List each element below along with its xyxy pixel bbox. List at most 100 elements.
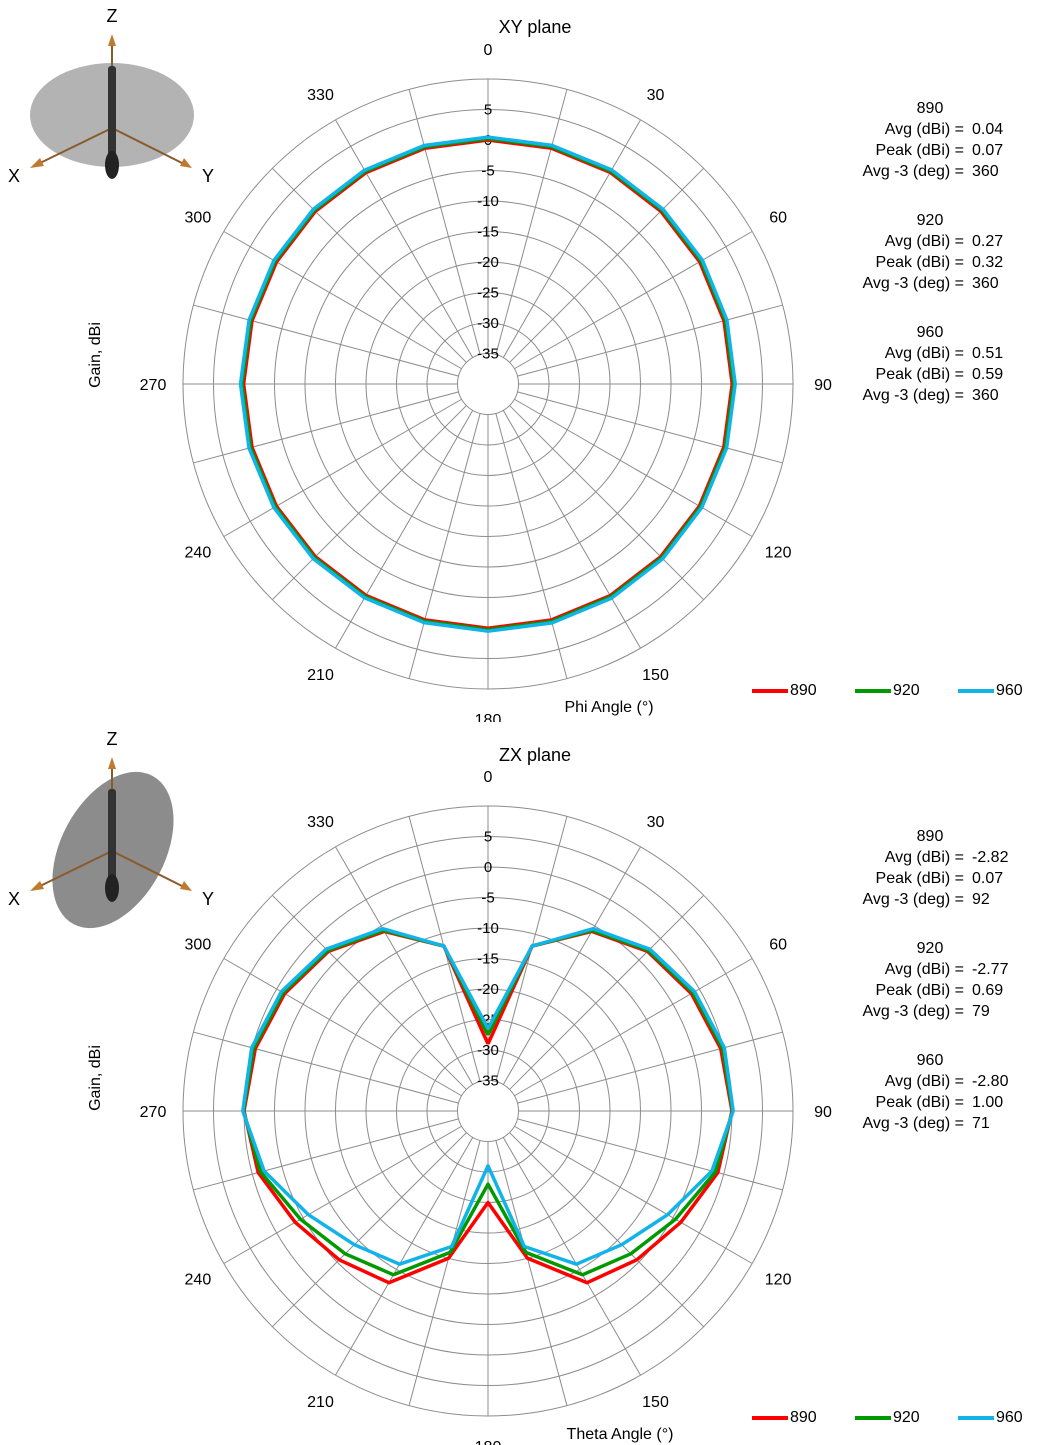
stat-group-890: 890 Avg (dBi) = -2.82 Peak (dBi) = 0.07 Av… — [800, 826, 1037, 910]
grid-spoke — [408, 1140, 481, 1406]
radial-tick-label: -35 — [477, 1073, 499, 1090]
grid-spoke — [223, 398, 462, 537]
angle-tick-label: 90 — [814, 1104, 832, 1121]
zx-plane-panel: Z X Y ZX plane Gain, dBi Theta Angle (°)… — [0, 723, 1037, 1445]
stat-freq: 890 — [916, 828, 944, 845]
radial-tick-label: 5 — [484, 829, 492, 846]
peak-value: 0.32 — [972, 254, 1004, 271]
radial-tick-label: -15 — [477, 951, 499, 968]
z-axis-label: Z — [107, 6, 118, 26]
grid-spoke — [514, 398, 753, 537]
peak-label: Peak (dBi) = — [875, 254, 964, 271]
radial-tick-label: -35 — [477, 346, 499, 363]
bw-label: Avg -3 (deg) = — [862, 1115, 964, 1132]
x-axis-title: Theta Angle (°) — [567, 1426, 674, 1443]
peak-value: 0.07 — [972, 142, 1004, 159]
radial-tick-label: -15 — [477, 224, 499, 241]
grid-spoke — [495, 89, 568, 355]
grid-spoke — [509, 1132, 705, 1328]
grid-spoke — [495, 413, 568, 679]
grid-spoke — [509, 405, 705, 601]
legend-item-890: 890 — [752, 682, 855, 700]
bw-label: Avg -3 (deg) = — [862, 387, 964, 404]
x-axis-label: X — [8, 889, 20, 909]
legend-swatch — [752, 689, 788, 693]
angle-tick-label: 330 — [307, 87, 334, 104]
radial-tick-label: -25 — [477, 285, 499, 302]
grid-spoke — [193, 304, 459, 377]
angle-spokes — [183, 806, 793, 1416]
grid-spoke — [193, 1031, 459, 1104]
angle-tick-label: 180 — [475, 712, 502, 722]
grid-spoke — [335, 1137, 474, 1376]
legend-swatch — [958, 1416, 994, 1420]
radial-tick-label: -20 — [477, 254, 499, 271]
angle-tick-label: 120 — [765, 545, 792, 562]
grid-spoke — [517, 1118, 783, 1191]
angle-tick-label: 30 — [647, 814, 665, 831]
angle-tick-label: 90 — [814, 377, 832, 394]
angle-tick-label: 60 — [769, 210, 787, 227]
grid-spoke — [517, 1031, 783, 1104]
axis-orientation-icon — [30, 34, 194, 179]
angle-tick-label: 240 — [185, 545, 212, 562]
radial-tick-label: -30 — [477, 1042, 499, 1059]
series-line-960 — [241, 926, 735, 1266]
x-axis-label: X — [8, 166, 20, 186]
gain-series — [241, 926, 735, 1285]
grid-spoke — [509, 167, 705, 363]
peak-label: Peak (dBi) = — [875, 142, 964, 159]
stat-group-890: 890 Avg (dBi) = 0.04 Peak (dBi) = 0.07 Avg… — [800, 98, 1037, 182]
stat-freq: 890 — [916, 100, 944, 117]
bw-label: Avg -3 (deg) = — [862, 1003, 964, 1020]
radial-tick-label: -30 — [477, 315, 499, 332]
x-axis-title: Phi Angle (°) — [564, 699, 653, 716]
radial-tick-label: -10 — [477, 920, 499, 937]
stat-group-960: 960 Avg (dBi) = 0.51 Peak (dBi) = 0.59 Avg… — [800, 322, 1037, 406]
angle-tick-label: 30 — [647, 87, 665, 104]
avg-value: 0.04 — [972, 121, 1004, 138]
bw-value: 360 — [972, 387, 999, 404]
y-axis-label: Y — [202, 166, 214, 186]
avg-label: Avg (dBi) = — [884, 121, 964, 138]
radial-tick-label: 5 — [484, 102, 492, 119]
grid-spoke — [193, 1118, 459, 1191]
peak-label: Peak (dBi) = — [875, 1094, 964, 1111]
stat-freq: 920 — [916, 212, 944, 229]
bw-label: Avg -3 (deg) = — [862, 275, 964, 292]
angle-tick-label: 0 — [484, 769, 493, 786]
z-axis-label: Z — [107, 729, 118, 749]
stat-group-920: 920 Avg (dBi) = -2.77 Peak (dBi) = 0.69 Av… — [800, 938, 1037, 1022]
grid-spoke — [193, 391, 459, 464]
grid-spoke — [502, 1137, 641, 1376]
radial-tick-label: -10 — [477, 193, 499, 210]
legend-swatch — [855, 689, 891, 693]
avg-label: Avg (dBi) = — [884, 1073, 964, 1090]
peak-value: 1.00 — [972, 1094, 1004, 1111]
stat-freq: 920 — [916, 940, 944, 957]
legend-swatch — [855, 1416, 891, 1420]
gain-series — [238, 135, 737, 633]
angle-tick-label: 180 — [475, 1439, 502, 1445]
series-line-890 — [242, 929, 734, 1285]
grid-spoke — [514, 231, 753, 370]
peak-label: Peak (dBi) = — [875, 366, 964, 383]
angle-tick-label: 150 — [642, 1394, 669, 1411]
bw-value: 71 — [972, 1115, 990, 1132]
y-axis-title: Gain, dBi — [87, 1045, 104, 1111]
stats-panel: 890 Avg (dBi) = -2.82 Peak (dBi) = 0.07 Av… — [800, 826, 1037, 1162]
legend-label: 960 — [996, 682, 1023, 699]
grid-spoke — [502, 846, 641, 1085]
stat-group-920: 920 Avg (dBi) = 0.27 Peak (dBi) = 0.32 Avg… — [800, 210, 1037, 294]
legend-label: 920 — [893, 682, 920, 699]
zx-polar-chart: Z X Y ZX plane Gain, dBi Theta Angle (°)… — [8, 729, 832, 1445]
radial-tick-label: -5 — [481, 890, 494, 907]
angle-tick-label: 120 — [765, 1272, 792, 1289]
avg-label: Avg (dBi) = — [884, 961, 964, 978]
grid-spoke — [271, 405, 467, 601]
legend-label: 890 — [790, 682, 817, 699]
legend-label: 960 — [996, 1409, 1023, 1426]
bw-value: 360 — [972, 275, 999, 292]
xy-plane-panel: Z X Y XY plane Gain, dBi Phi Angle (°) 5… — [0, 0, 1037, 722]
bw-label: Avg -3 (deg) = — [862, 163, 964, 180]
